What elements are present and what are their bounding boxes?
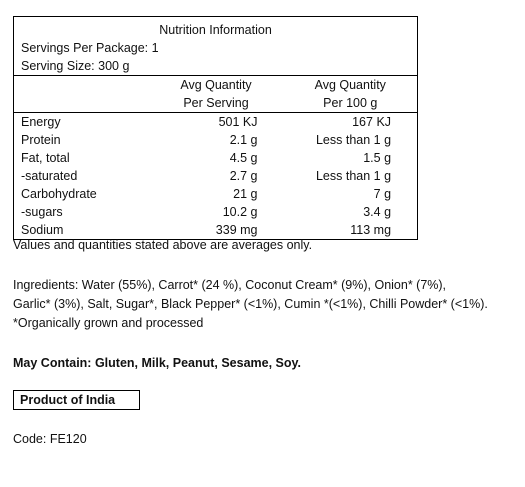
per-100g-value: 113 mg [350,223,392,237]
per-100g-value: Less than 1 g [315,133,392,147]
per-100g-value: 167 KJ [283,112,418,131]
per-serving-value: 2.1 g [229,133,258,147]
col-header-per-serving-2: Per Serving [183,96,249,110]
table-row: Sodium 339 mg 113 mg [14,221,418,240]
table-row: -sugars 10.2 g 3.4 g [14,203,418,221]
col-header-per-100g-1: Avg Quantity [283,75,418,94]
averages-note: Values and quantities stated above are a… [13,238,313,252]
col-header-per-serving-1: Avg Quantity [148,75,284,94]
per-serving-value: 10.2 g [222,205,258,219]
nutrient-name: Energy [13,112,149,131]
nutrient-name: -saturated [21,169,78,183]
product-code: Code: FE120 [13,432,87,446]
ingredients-line-2: Garlic* (3%), Salt, Sugar*, Black Pepper… [13,297,488,311]
per-serving-value: 4.5 g [229,151,258,165]
per-100g-value: 3.4 g [363,205,392,219]
ingredients-line-1: Ingredients: Water (55%), Carrot* (24 %)… [13,278,447,292]
nutrient-name: Protein [21,133,61,147]
table-row: Fat, total 4.5 g 1.5 g [14,149,418,167]
servings-per-package: Servings Per Package: 1 [21,41,159,55]
country-of-origin: Product of India [20,393,116,407]
nutrient-name: Carbohydrate [21,187,97,201]
col-header-per-100g-2: Per 100 g [323,96,378,110]
allergen-statement: May Contain: Gluten, Milk, Peanut, Sesam… [13,356,302,370]
per-100g-value: 7 g [373,187,392,201]
per-serving-value: 339 mg [215,223,258,237]
nutrient-name: Sodium [21,223,64,237]
organic-note: *Organically grown and processed [13,316,204,330]
header-blank [14,94,149,113]
nutrition-table: Nutrition Information Servings Per Packa… [13,16,419,240]
table-row: -saturated 2.7 g Less than 1 g [14,167,418,185]
country-of-origin-box: Product of India [13,390,140,410]
table-row: Carbohydrate 21 g 7 g [14,185,418,203]
nutrition-label: Nutrition Information Servings Per Packa… [13,16,419,240]
table-row: Protein 2.1 g Less than 1 g [14,131,418,149]
header-blank [13,75,149,94]
per-serving-value: 21 g [233,187,258,201]
nutrition-title: Nutrition Information [159,23,272,37]
per-serving-value: 2.7 g [229,169,258,183]
nutrient-name: -sugars [21,205,63,219]
table-row: Energy 501 KJ 167 KJ [13,112,418,131]
serving-size: Serving Size: 300 g [21,59,130,73]
per-100g-value: 1.5 g [363,151,392,165]
per-100g-value: Less than 1 g [315,169,392,183]
nutrient-name: Fat, total [21,151,70,165]
per-serving-value: 501 KJ [148,112,284,131]
